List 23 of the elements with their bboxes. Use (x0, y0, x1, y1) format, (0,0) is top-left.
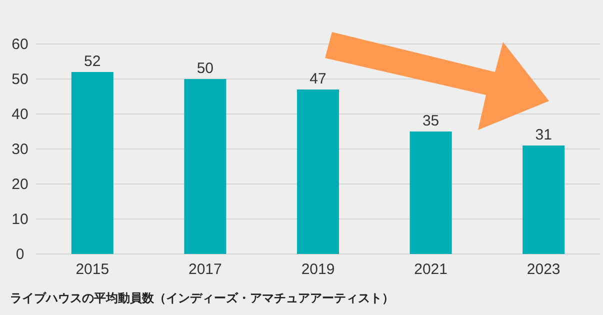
y-tick-label: 10 (12, 211, 28, 228)
data-label: 52 (84, 53, 101, 70)
x-tick-label: 2023 (526, 261, 560, 278)
y-tick-label: 40 (12, 106, 28, 123)
x-tick-label: 2015 (76, 261, 110, 278)
bar (410, 132, 452, 254)
bar (297, 90, 339, 254)
text: ライブハウスの平均動員数（インディーズ・アマチュアアーティスト） (10, 291, 394, 305)
y-tick-label: 0 (16, 246, 24, 263)
x-tick-label: 2017 (188, 261, 222, 278)
data-label: 50 (196, 60, 214, 77)
y-tick-label: 50 (12, 71, 28, 88)
data-label: 47 (310, 70, 326, 88)
y-tick-label: 30 (12, 141, 28, 158)
data-label: 35 (422, 112, 440, 130)
y-tick-label: 60 (12, 36, 28, 53)
bar (522, 146, 565, 254)
x-tick-label: 2021 (414, 261, 448, 278)
data-label: 31 (535, 126, 552, 144)
x-tick-label: 2019 (301, 261, 335, 278)
bar (184, 79, 226, 254)
bar (71, 72, 114, 254)
y-tick-label: 20 (12, 176, 28, 193)
